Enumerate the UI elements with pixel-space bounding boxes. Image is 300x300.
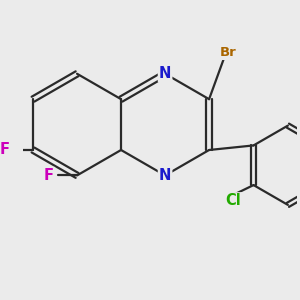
Text: Br: Br	[220, 46, 236, 59]
Text: N: N	[159, 66, 171, 81]
Text: F: F	[44, 168, 54, 183]
Text: Cl: Cl	[226, 193, 242, 208]
Text: F: F	[0, 142, 10, 158]
Text: N: N	[159, 168, 171, 183]
